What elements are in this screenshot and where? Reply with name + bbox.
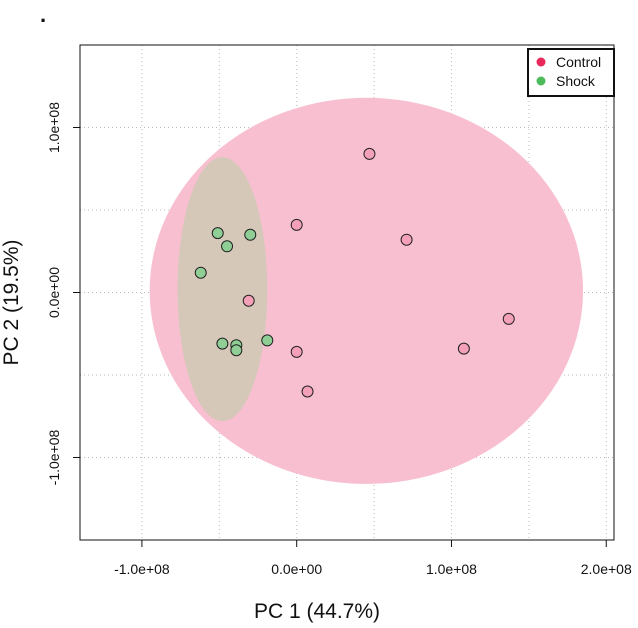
point-shock (261, 334, 274, 347)
legend: Control Shock (527, 48, 615, 97)
point-shock (194, 266, 207, 279)
x-axis-title: PC 1 (44.7%) (254, 600, 380, 623)
ellipse-shock (177, 157, 268, 422)
point-shock (216, 337, 229, 350)
legend-box (527, 48, 615, 97)
point-shock (211, 227, 224, 240)
point-control (290, 345, 303, 358)
point-control (400, 233, 413, 246)
confidence-ellipses (149, 97, 584, 484)
panel-marker: . (40, 2, 46, 27)
y-axis-title: PC 2 (19.5%) (0, 239, 23, 365)
ellipse-control (149, 97, 584, 484)
x-tick-label: 2.0e+08 (581, 561, 632, 577)
point-shock (221, 240, 234, 253)
point-control (301, 385, 314, 398)
legend-label-control: Control (556, 54, 601, 70)
data-points (194, 147, 515, 398)
axis-ticks: -1.0e+08 0.0e+00 1.0e+08 2.0e+08 -1.0e+08 0.0… (46, 102, 632, 577)
point-control (242, 294, 255, 307)
x-tick-label: -1.0e+08 (114, 561, 170, 577)
point-control (290, 218, 303, 231)
point-shock (244, 228, 257, 241)
y-tick-label: 1.0e+08 (46, 102, 62, 153)
point-shock (230, 344, 243, 357)
legend-marker-shock (536, 76, 546, 86)
legend-label-shock: Shock (556, 73, 596, 89)
point-control (502, 312, 515, 325)
x-tick-label: 0.0e+00 (271, 561, 322, 577)
y-tick-label: 0.0e+00 (46, 267, 62, 318)
point-control (457, 342, 470, 355)
point-control (363, 147, 376, 160)
x-tick-label: 1.0e+08 (426, 561, 477, 577)
legend-marker-control (536, 57, 546, 67)
y-tick-label: -1.0e+08 (46, 429, 62, 485)
